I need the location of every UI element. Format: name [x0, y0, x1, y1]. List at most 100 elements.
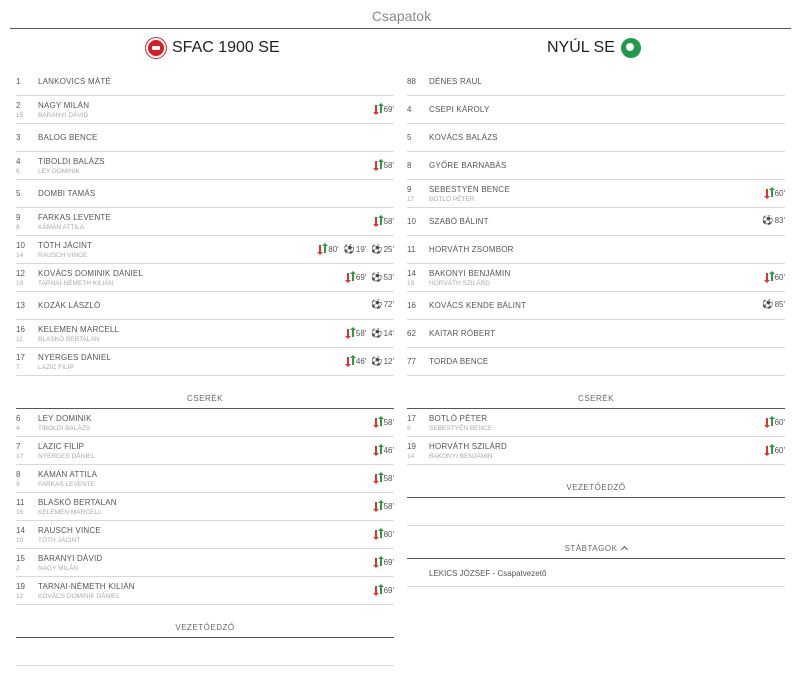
player-number: 14 [407, 269, 416, 278]
player-row[interactable]: 16 KELEMEN MARCELL 11 BLASKÓ BERTALAN 58' ⚽ 14… [16, 320, 394, 348]
arrow-up-icon [377, 472, 384, 482]
player-row[interactable]: 2 NAGY MILÁN 15 BARANYI DÁVID 69' [16, 96, 394, 124]
player-row[interactable]: 15 BARANYI DÁVID 2 NAGY MILÁN 69' [16, 549, 394, 577]
arrow-up-icon [377, 103, 384, 113]
player-row[interactable]: 10 TÓTH JÁCINT 14 RAUSCH VINCE 80' ⚽ 19' ⚽ 25' [16, 236, 394, 264]
player-row[interactable]: 5 KOVÁCS BALÁZS [407, 124, 785, 152]
player-row[interactable]: 14 BAKONYI BENJÁMIN 19 HORVÁTH SZILÁRD 60' [407, 264, 785, 292]
player-row[interactable]: 7 LAZIC FILIP 17 NYERGES DÁNIEL 46' [16, 437, 394, 465]
player-row[interactable]: 8 KÁMÁN ATTILA 9 FARKAS LEVENTE 58' [16, 465, 394, 493]
arrow-down-icon [372, 446, 379, 456]
player-row[interactable]: 14 RAUSCH VINCE 10 TÓTH JÁCINT 80' [16, 521, 394, 549]
substitution-arrows-icon [344, 355, 356, 367]
player-events: 58' [372, 416, 394, 428]
player-events: 69' [372, 584, 394, 596]
goal-event: ⚽ 25' [371, 244, 394, 254]
goal-event: ⚽ 72' [371, 300, 394, 310]
player-row[interactable]: 6 LEY DOMINIK 4 TIBOLDI BALÁZS 58' [16, 409, 394, 437]
player-row[interactable]: 10 SZABÓ BÁLINT ⚽ 83' [407, 208, 785, 236]
arrow-down-icon [372, 530, 379, 540]
player-number: 10 [16, 241, 25, 250]
goal-event: ⚽ 14' [371, 328, 394, 338]
player-row[interactable]: 11 HORVÁTH ZSOMBOR [407, 236, 785, 264]
substitution-arrows-icon [372, 500, 384, 512]
player-events: 58' [372, 472, 394, 484]
player-row[interactable]: 8 GYŐRE BARNABÁS [407, 152, 785, 180]
player-row[interactable]: 4 CSEPI KÁROLY [407, 96, 785, 124]
player-row[interactable]: 4 TIBOLDI BALÁZS 6 LEY DOMINIK 58' [16, 152, 394, 180]
player-row[interactable]: 1 LANKOVICS MÁTÉ [16, 68, 394, 96]
player-row[interactable]: 16 KOVÁCS KENDE BÁLINT ⚽ 85' [407, 292, 785, 320]
player-row[interactable]: 62 KAITAR RÓBERT [407, 320, 785, 348]
event-minute: 69' [383, 557, 394, 567]
arrow-down-icon [372, 418, 379, 428]
arrow-up-icon [349, 327, 356, 337]
arrow-down-icon [763, 446, 770, 456]
football-ball-icon: ⚽ [371, 355, 383, 366]
player-row[interactable]: 5 DOMBI TAMÁS [16, 180, 394, 208]
player-row[interactable]: 19 HORVÁTH SZILÁRD 14 BAKONYI BENJÁMIN 60' [407, 437, 785, 465]
player-row[interactable]: 17 BOTLÓ PÉTER 9 SEBESTYÉN BENCE 60' [407, 409, 785, 437]
event-minute: 46' [383, 445, 394, 455]
home-team-header[interactable]: SFAC 1900 SE [146, 36, 280, 60]
substitution-arrows-icon [763, 271, 775, 283]
player-events: 80' ⚽ 19' ⚽ 25' [317, 243, 394, 255]
away-lineup: 88 DÉNES RAUL 4 CSEPI KÁROLY 5 KOVÁCS BALÁZS 8… [407, 68, 785, 587]
player-row[interactable]: 13 KOZÁK LÁSZLÓ ⚽ 72' [16, 292, 394, 320]
player-row[interactable]: 3 BALOG BENCE [16, 124, 394, 152]
player-name: CSEPI KÁROLY [429, 105, 490, 114]
player-row[interactable]: 19 TARNAI-NÉMETH KILIÁN 12 KOVÁCS DOMINIK D… [16, 577, 394, 605]
arrow-up-icon [768, 271, 775, 281]
player-row[interactable]: 9 FARKAS LEVENTE 8 KÁMÁN ATTILA 58' [16, 208, 394, 236]
event-minute: 69' [355, 272, 367, 282]
arrow-down-icon [372, 105, 379, 115]
football-ball-icon: ⚽ [343, 243, 355, 254]
player-name: HORVÁTH ZSOMBOR [429, 245, 514, 254]
substitution-arrows-icon [344, 327, 356, 339]
player-row[interactable]: 17 NYERGES DÁNIEL 7 LAZIC FILIP 46' ⚽ 12' [16, 348, 394, 376]
home-coach-divider [16, 637, 394, 638]
player-row[interactable]: 88 DÉNES RAUL [407, 68, 785, 96]
player-name: BARANYI DÁVID [38, 554, 103, 563]
player-events: 46' ⚽ 12' [344, 355, 394, 367]
player-number: 4 [16, 157, 21, 166]
arrow-up-icon [377, 416, 384, 426]
player-events: 69' [372, 103, 394, 115]
away-coach-label: VEZETŐEDZŐ [566, 483, 626, 492]
substitution-event: 60' [763, 187, 785, 199]
football-ball-icon: ⚽ [371, 271, 383, 282]
arrow-up-icon [768, 444, 775, 454]
event-minute: 58' [383, 473, 394, 483]
arrow-down-icon [344, 273, 351, 283]
player-name: HORVÁTH SZILÁRD [429, 442, 507, 451]
goal-event: ⚽ 53' [371, 271, 394, 282]
substitution-event: 69' [372, 584, 394, 596]
away-staff-toggle[interactable]: STÁBTAGOK [407, 544, 785, 558]
substitute-name: BARANYI DÁVID [38, 112, 89, 119]
substitution-arrows-icon [372, 472, 384, 484]
player-name: KOZÁK LÁSZLÓ [38, 301, 101, 310]
player-events: ⚽ 83' [762, 216, 785, 226]
player-events: 60' [763, 187, 785, 199]
player-events: 60' [763, 444, 785, 456]
substitution-event: 69' [344, 271, 367, 283]
substitution-event: 46' [372, 444, 394, 456]
home-coach-label: VEZETŐEDZŐ [175, 623, 235, 632]
away-team-header[interactable]: NYÚL SE [547, 36, 641, 60]
player-number: 16 [16, 325, 25, 334]
substitute-name: FARKAS LEVENTE [38, 481, 96, 488]
player-number: 9 [16, 213, 21, 222]
player-row[interactable]: 77 TORDA BENCE [407, 348, 785, 376]
away-staff-divider [407, 558, 785, 559]
player-name: NYERGES DÁNIEL [38, 353, 112, 362]
player-events: 58' [372, 159, 394, 171]
event-minute: 14' [383, 328, 394, 338]
arrow-up-icon [768, 187, 775, 197]
player-row[interactable]: 12 KOVÁCS DOMINIK DÁNIEL 19 TARNAI-NÉMETH K… [16, 264, 394, 292]
home-coach-row [16, 638, 394, 666]
player-row[interactable]: 9 SEBESTYÉN BENCE 17 BOTLÓ PÉTER 60' [407, 180, 785, 208]
home-subs-label: CSERÉK [187, 394, 223, 403]
substitute-name: LAZIC FILIP [38, 364, 74, 371]
player-row[interactable]: 11 BLASKÓ BERTALAN 16 KELEMEN MARCELL 58' [16, 493, 394, 521]
player-name: LANKOVICS MÁTÉ [38, 77, 112, 86]
